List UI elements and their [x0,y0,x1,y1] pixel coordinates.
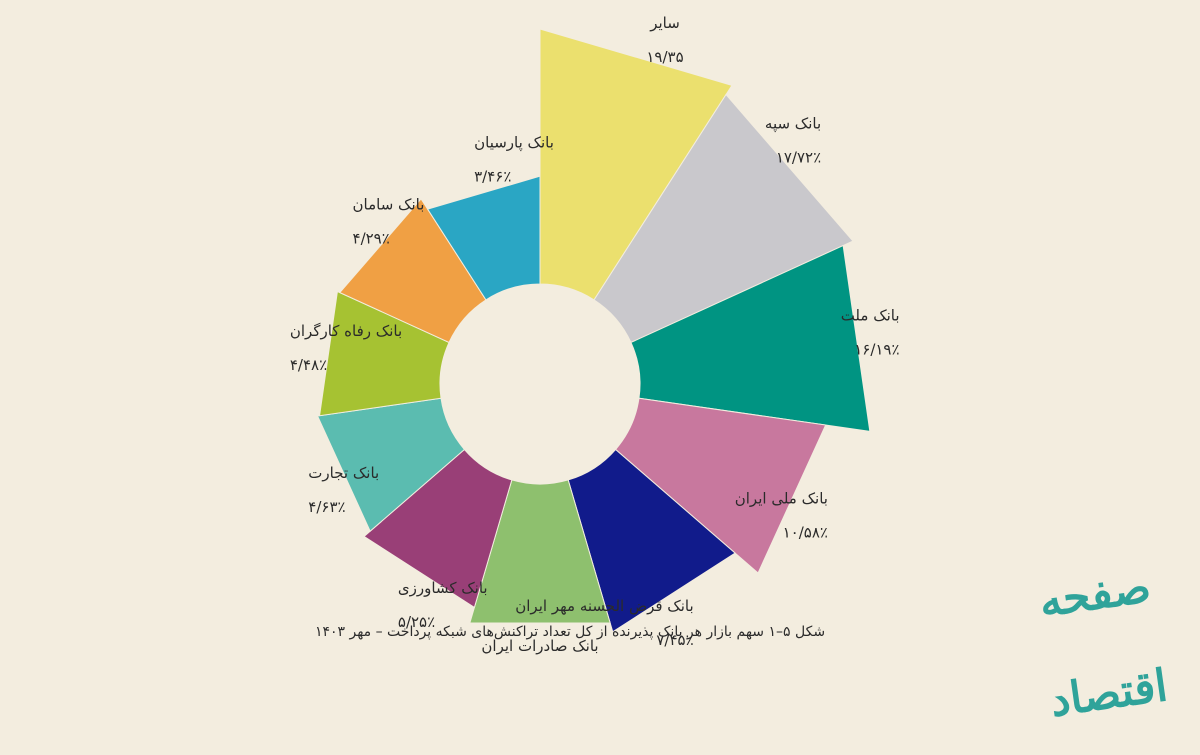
segment-label-10: بانک سامان [353,196,425,214]
chart-caption: شکل ۵–۱ سهم بازار هر بانک پذیرنده از کل … [314,624,826,640]
polar-area-chart: سایر ۱۹/۳۵ بانک سپه ۱۷/۷۲٪ بانک ملت ۱۶/۱۹٪ بان… [290,14,900,655]
segment-label-2: بانک سپه [765,114,821,133]
chart-segments [316,28,871,633]
segment-value-4: ۱۰/۵۸٪ [783,524,828,542]
segment-value-1: ۱۹/۳۵ [646,48,683,66]
segment-label-8: بانک تجارت [308,464,379,482]
segment-label-11: بانک پارسیان [474,134,554,153]
segment-label-7: بانک کشاورزی [398,579,488,597]
site-logo: صفحه اقتصاد [1010,545,1180,726]
segment-value-3: ۱۶/۱۹٪ [854,340,899,358]
segment-value-8: ۴/۶۳٪ [308,498,345,516]
logo-text: صفحه اقتصاد [1036,561,1171,727]
segment-label-6: بانک صادرات ایران [481,637,598,655]
segment-11 [426,175,541,301]
segment-label-5: بانک قرض الحسنه مهر ایران [515,597,693,615]
segment-value-2: ۱۷/۷۲٪ [776,148,821,166]
segment-value-9: ۴/۴۸٪ [290,356,327,374]
chart-labels: سایر ۱۹/۳۵ بانک سپه ۱۷/۷۲٪ بانک ملت ۱۶/۱۹٪ بان… [290,14,900,655]
segment-label-3: بانک ملت [841,306,900,324]
segment-value-11: ۳/۴۶٪ [474,168,511,186]
segment-value-7: ۵/۲۵٪ [398,613,435,631]
segment-label-4: بانک ملی ایران [735,490,828,508]
segment-value-5: ۷/۴۵٪ [656,631,693,649]
segment-label-9: بانک رفاه کارگران [290,322,402,340]
segment-value-10: ۴/۲۹٪ [353,230,390,248]
segment-label-1: سایر [649,14,680,32]
